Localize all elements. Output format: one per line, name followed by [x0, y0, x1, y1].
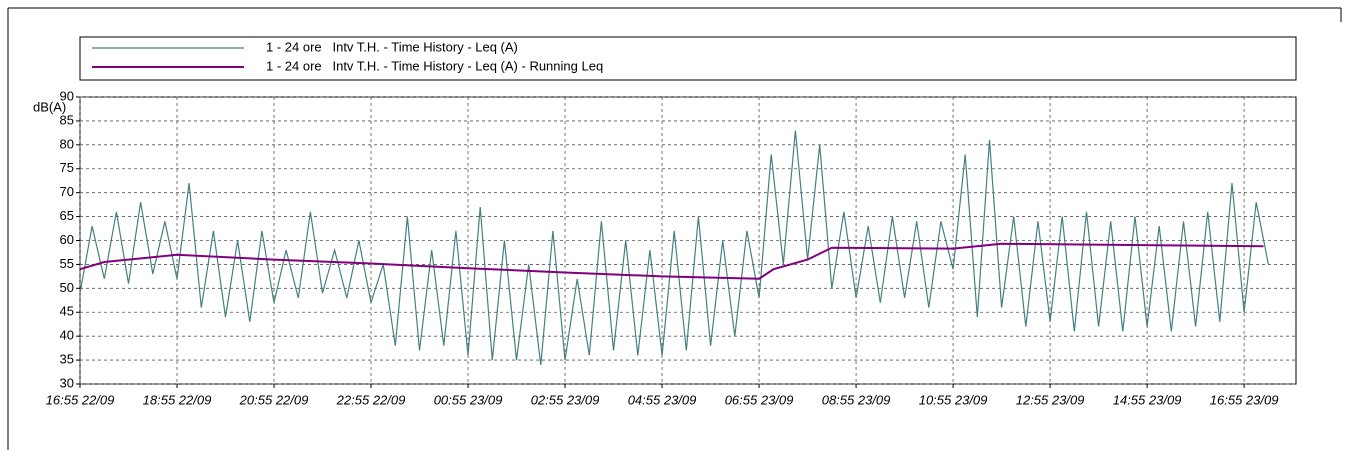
y-tick-label: 55: [60, 256, 74, 271]
y-tick-label: 90: [60, 88, 74, 103]
series-line: [79, 242, 1264, 280]
y-tick-label: 40: [60, 328, 74, 343]
x-tick-label: 20:55 22/09: [239, 392, 309, 407]
y-tick-label: 85: [60, 112, 74, 127]
series-line: [79, 130, 1269, 365]
x-tick-label: 16:55 23/09: [1210, 392, 1279, 407]
legend-label: 1 - 24 ore Intv T.H. - Time History - Le…: [266, 39, 518, 54]
y-axis-label: dB(A): [33, 99, 66, 114]
legend-box: [79, 36, 1297, 81]
x-tick-label: 00:55 23/09: [434, 392, 503, 407]
x-tick-label: 16:55 22/09: [46, 392, 115, 407]
x-tick-label: 12:55 23/09: [1016, 392, 1085, 407]
x-tick-label: 08:55 23/09: [822, 392, 891, 407]
x-tick-label: 18:55 22/09: [143, 392, 212, 407]
y-tick-label: 70: [60, 184, 74, 199]
x-tick-label: 06:55 23/09: [725, 392, 794, 407]
x-tick-label: 04:55 23/09: [628, 392, 697, 407]
legend-label: 1 - 24 ore Intv T.H. - Time History - Le…: [266, 58, 603, 73]
y-tick-label: 30: [60, 375, 74, 390]
y-tick-label: 80: [60, 136, 74, 151]
y-tick-label: 45: [60, 304, 74, 319]
y-tick-label: 65: [60, 208, 74, 223]
x-tick-label: 10:55 23/09: [919, 392, 988, 407]
y-tick-label: 60: [60, 232, 74, 247]
y-tick-label: 75: [60, 160, 74, 175]
x-tick-label: 02:55 23/09: [531, 392, 600, 407]
x-tick-label: 22:55 22/09: [336, 392, 406, 407]
y-tick-label: 50: [60, 280, 74, 295]
y-tick-label: 35: [60, 352, 74, 367]
x-tick-label: 14:55 23/09: [1113, 392, 1182, 407]
